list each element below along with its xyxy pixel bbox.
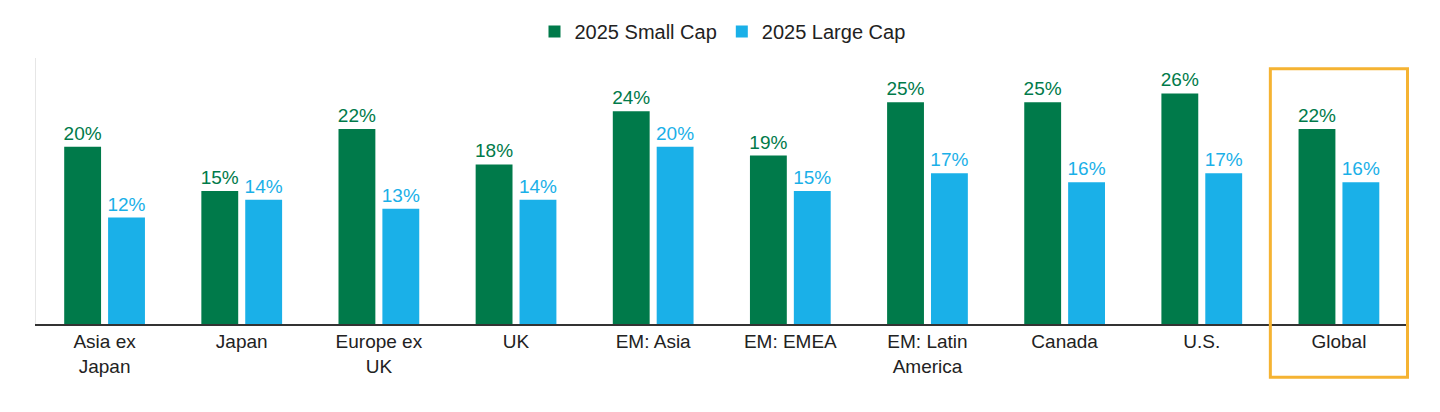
svg-text:18%: 18%	[475, 140, 513, 161]
svg-text:26%: 26%	[1161, 69, 1199, 90]
svg-text:15%: 15%	[793, 167, 831, 188]
svg-text:U.S.: U.S.	[1183, 331, 1220, 352]
svg-text:19%: 19%	[749, 132, 787, 153]
svg-text:12%: 12%	[107, 194, 145, 215]
svg-text:22%: 22%	[1298, 105, 1336, 126]
svg-text:UK: UK	[503, 331, 530, 352]
svg-text:14%: 14%	[245, 176, 283, 197]
svg-text:Europe exUK: Europe exUK	[336, 331, 423, 377]
svg-text:EM: EMEA: EM: EMEA	[744, 331, 837, 352]
svg-text:15%: 15%	[201, 167, 239, 188]
svg-text:14%: 14%	[519, 176, 557, 197]
svg-text:20%: 20%	[656, 123, 694, 144]
svg-text:22%: 22%	[338, 105, 376, 126]
svg-text:24%: 24%	[612, 87, 650, 108]
svg-text:Global: Global	[1311, 331, 1366, 352]
svg-text:20%: 20%	[64, 123, 102, 144]
svg-text:2025 Small Cap: 2025 Small Cap	[575, 21, 717, 43]
svg-text:13%: 13%	[382, 185, 420, 206]
svg-text:EM: Asia: EM: Asia	[616, 331, 691, 352]
svg-text:16%: 16%	[1342, 158, 1380, 179]
svg-text:17%: 17%	[1205, 149, 1243, 170]
svg-text:2025 Large Cap: 2025 Large Cap	[762, 21, 905, 43]
svg-text:Asia exJapan: Asia exJapan	[73, 331, 136, 377]
svg-text:25%: 25%	[1024, 78, 1062, 99]
svg-text:16%: 16%	[1068, 158, 1106, 179]
svg-text:Canada: Canada	[1031, 331, 1098, 352]
svg-text:17%: 17%	[930, 149, 968, 170]
svg-text:Japan: Japan	[216, 331, 268, 352]
svg-text:EM: LatinAmerica: EM: LatinAmerica	[887, 331, 967, 377]
svg-text:25%: 25%	[886, 78, 924, 99]
